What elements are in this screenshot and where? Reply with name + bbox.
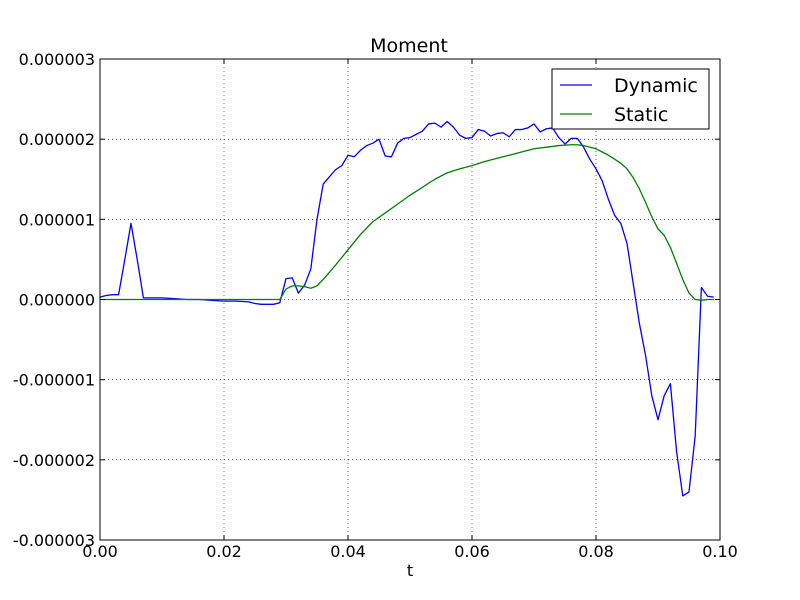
- y-tick-label: -0.000001: [13, 371, 95, 390]
- y-tick-label: 0.000001: [19, 210, 95, 229]
- x-tick-label: 0.08: [578, 542, 614, 561]
- series-line-dynamic: [100, 120, 714, 497]
- y-tick-label: -0.000002: [13, 451, 95, 470]
- y-tick-label: 0.000000: [19, 291, 95, 310]
- legend: Dynamic Static: [551, 68, 710, 130]
- y-tick-label: -0.000003: [13, 531, 95, 550]
- legend-label-static: Static: [614, 104, 668, 126]
- x-tick-label: 0.04: [330, 542, 366, 561]
- chart-title: Moment: [370, 35, 448, 57]
- x-axis-label: t: [407, 561, 413, 580]
- y-tick-label: 0.000002: [19, 130, 95, 149]
- y-tick-label: 0.000003: [19, 50, 95, 69]
- legend-box: [551, 68, 710, 130]
- x-tick-label: 0.06: [454, 542, 490, 561]
- x-tick-label: 0.02: [206, 542, 242, 561]
- series-line-static: [100, 144, 714, 301]
- x-tick-label: 0.00: [82, 542, 118, 561]
- x-tick-label: 0.10: [702, 542, 738, 561]
- axis-ticks: 0.00 0.02 0.04 0.06 0.08 0.10 0.000003 0.000002…: [13, 50, 738, 561]
- series-layer: [100, 120, 714, 497]
- grid-lines: [100, 59, 720, 540]
- legend-label-dynamic: Dynamic: [614, 75, 698, 97]
